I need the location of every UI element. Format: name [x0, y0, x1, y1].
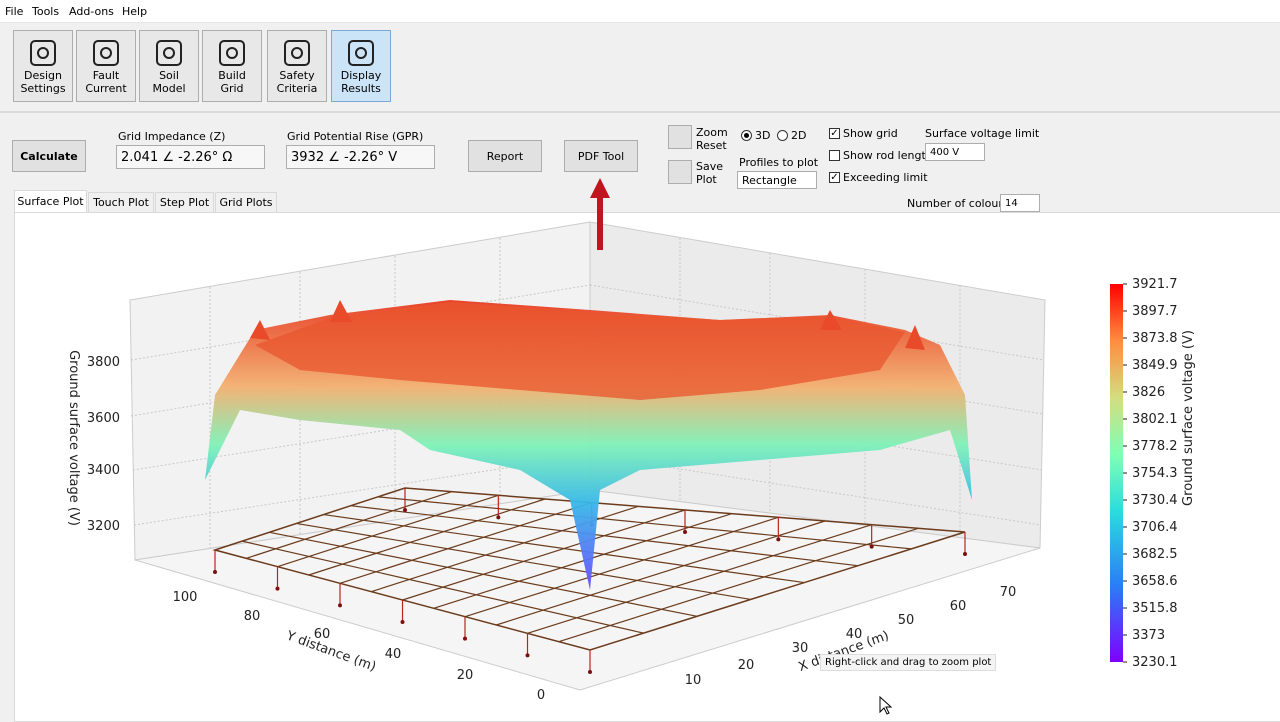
menu-item[interactable]: Tools — [32, 5, 60, 18]
save-plot-icon[interactable] — [668, 160, 692, 184]
pdf-tool-button[interactable]: PDF Tool — [564, 140, 638, 172]
checkbox-label: Show grid — [843, 127, 898, 140]
toolbar-icon — [30, 40, 56, 66]
toolbar-icon — [93, 40, 119, 66]
toolbar-label: Current — [85, 82, 127, 95]
checkbox[interactable] — [829, 150, 840, 161]
zoom-reset-label: Reset — [696, 139, 727, 152]
colours-label: Number of colours — [907, 197, 1009, 210]
toolbar-label: Model — [152, 82, 186, 95]
checkbox[interactable]: ✓ — [829, 128, 840, 139]
toolbar-icon — [219, 40, 245, 66]
impedance-label: Grid Impedance (Z) — [118, 130, 226, 143]
toolbar-button[interactable]: Fault Current — [76, 30, 136, 102]
checkbox-label: Exceeding limit — [843, 171, 928, 184]
radio-label: 2D — [791, 129, 807, 142]
save-plot-label: Save — [696, 160, 724, 173]
save-plot-label: Plot — [696, 173, 717, 186]
limit-input[interactable]: 400 V — [925, 143, 985, 161]
toolbar-icon — [284, 40, 310, 66]
radio-label: 3D — [755, 129, 771, 142]
toolbar-label: Criteria — [276, 82, 318, 95]
colours-input[interactable]: 14 — [1000, 194, 1040, 212]
profiles-select[interactable]: Rectangle — [737, 171, 817, 189]
tab[interactable]: Touch Plot — [88, 192, 154, 212]
toolbar-label: Results — [341, 82, 381, 95]
toolbar-label: Safety — [279, 69, 315, 82]
gpr-label: Grid Potential Rise (GPR) — [287, 130, 424, 143]
limit-label: Surface voltage limit — [925, 127, 1040, 140]
checkbox-label: Show rod length — [843, 149, 933, 162]
toolbar-label: Grid — [220, 82, 244, 95]
toolbar-label: Build — [218, 69, 246, 82]
tooltip: Right-click and drag to zoom plot — [820, 654, 997, 671]
toolbar-label: Soil — [159, 69, 179, 82]
toolbar-label: Settings — [20, 82, 66, 95]
toolbar-button[interactable]: Soil Model — [139, 30, 199, 102]
toolbar-icon — [156, 40, 182, 66]
radio-button[interactable] — [741, 130, 752, 141]
toolbar-icon — [348, 40, 374, 66]
profiles-label: Profiles to plot — [739, 156, 819, 169]
plot-panel — [14, 212, 1280, 722]
tab[interactable]: Surface Plot — [14, 190, 87, 212]
menu-item[interactable]: File — [5, 5, 24, 18]
radio-button[interactable] — [777, 130, 788, 141]
toolbar-label: Display — [340, 69, 382, 82]
toolbar-label: Design — [24, 69, 62, 82]
zoom-reset-icon[interactable] — [668, 125, 692, 149]
toolbar-button[interactable]: Design Settings — [13, 30, 73, 102]
toolbar-label: Fault — [92, 69, 120, 82]
calculate-button[interactable]: Calculate — [12, 140, 86, 172]
checkbox[interactable]: ✓ — [829, 172, 840, 183]
menu-item[interactable]: Add-ons — [69, 5, 114, 18]
menu-item[interactable]: Help — [122, 5, 148, 18]
impedance-field: 2.041 ∠ -2.26° Ω — [116, 145, 265, 169]
toolbar-button[interactable]: Safety Criteria — [267, 30, 327, 102]
gpr-field: 3932 ∠ -2.26° V — [286, 145, 435, 169]
toolbar-separator — [0, 111, 1280, 113]
report-button[interactable]: Report — [468, 140, 542, 172]
zoom-reset-label: Zoom — [696, 126, 728, 139]
toolbar-button[interactable]: Build Grid — [202, 30, 262, 102]
menu-bar — [0, 0, 1280, 23]
tab[interactable]: Grid Plots — [215, 192, 277, 212]
tab[interactable]: Step Plot — [155, 192, 214, 212]
toolbar-button[interactable]: Display Results — [331, 30, 391, 102]
